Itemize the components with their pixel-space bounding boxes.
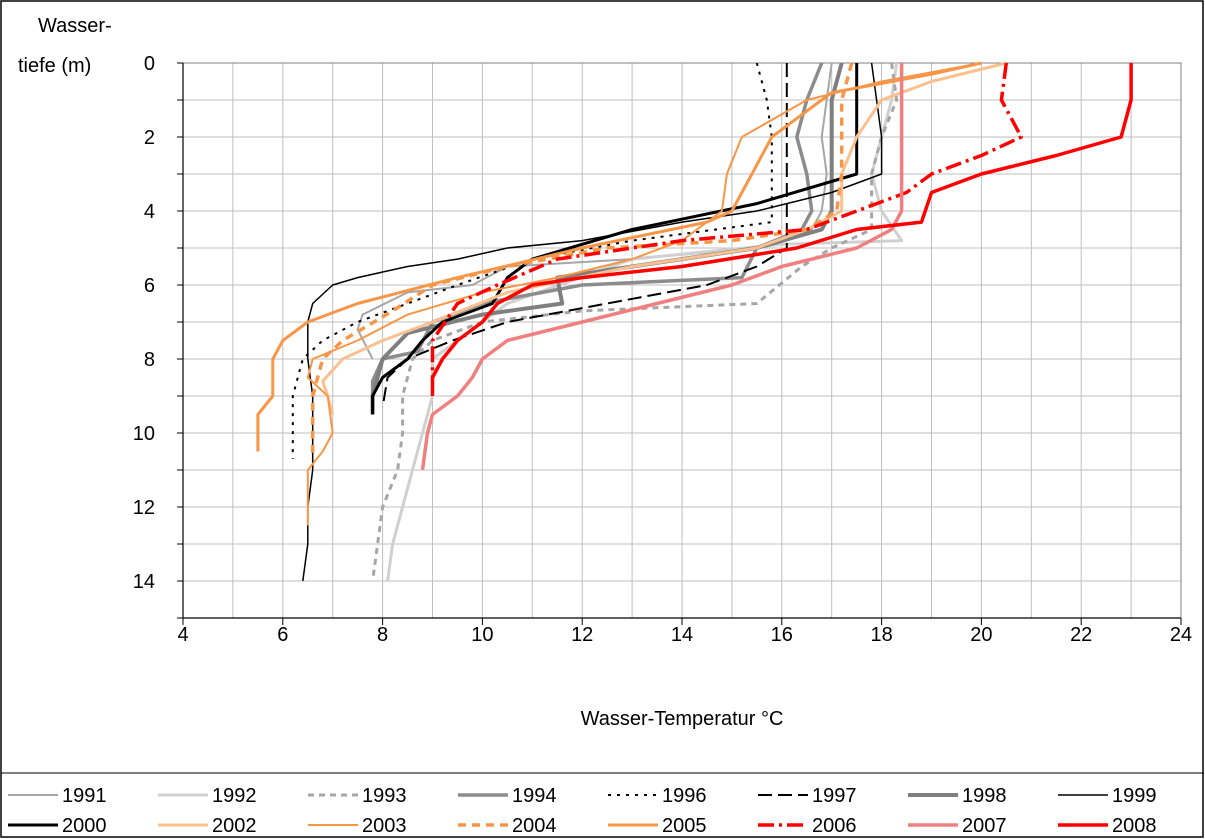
legend-item-2000: 2000 — [8, 815, 107, 837]
y-tick-label: 12 — [133, 497, 155, 519]
legend-item-2007: 2007 — [908, 815, 1007, 837]
y-tick-label: 4 — [144, 201, 155, 223]
legend-item-1998: 1998 — [908, 785, 1007, 807]
legend-label: 1998 — [962, 785, 1007, 807]
legend-label: 1999 — [1112, 785, 1157, 807]
series-line-2006 — [430, 62, 1024, 378]
legend-item-2006: 2006 — [758, 815, 857, 837]
legend-item-1999: 1999 — [1058, 785, 1157, 807]
x-tick-label: 10 — [471, 624, 493, 646]
series-line-1997 — [381, 63, 788, 408]
x-tick-label: 6 — [277, 624, 288, 646]
x-tick-label: 18 — [870, 624, 892, 646]
x-tick-label: 16 — [771, 624, 793, 646]
legend-item-2002: 2002 — [158, 815, 257, 837]
legend-item-2004: 2004 — [458, 815, 557, 837]
legend-item-2005: 2005 — [608, 815, 707, 837]
legend-label: 2008 — [1112, 815, 1157, 837]
legend-label: 2004 — [512, 815, 557, 837]
legend-label: 1992 — [212, 785, 257, 807]
grid — [183, 63, 1181, 618]
series-line-2004 — [310, 62, 854, 459]
legend-label: 2006 — [812, 815, 857, 837]
series-line-1996 — [291, 62, 773, 459]
legend-label: 1997 — [812, 785, 857, 807]
x-tick-label: 24 — [1170, 624, 1192, 646]
legend-label: 1996 — [662, 785, 707, 807]
legend-label: 1994 — [512, 785, 557, 807]
series-line-2000 — [371, 63, 859, 415]
y-tick-label: 14 — [133, 571, 155, 593]
legend-item-1994: 1994 — [458, 785, 557, 807]
legend-label: 2005 — [662, 815, 707, 837]
x-tick-label: 4 — [177, 624, 188, 646]
y-tick-label: 8 — [144, 349, 155, 371]
series-line-2003 — [306, 62, 982, 526]
legend-item-1996: 1996 — [608, 785, 707, 807]
legend-item-1997: 1997 — [758, 785, 857, 807]
legend-item-1993: 1993 — [308, 785, 407, 807]
legend-item-2008: 2008 — [1058, 815, 1157, 837]
legend-label: 2003 — [362, 815, 407, 837]
y-axis-label-line2: tiefe (m) — [18, 55, 91, 77]
legend-item-1991: 1991 — [8, 785, 107, 807]
series-line-2002 — [321, 61, 1007, 415]
legend-label: 2002 — [212, 815, 257, 837]
series-line-2007 — [420, 63, 904, 471]
series-line-2008 — [430, 63, 1133, 396]
legend-label: 2007 — [962, 815, 1007, 837]
x-tick-label: 20 — [970, 624, 992, 646]
y-tick-label: 6 — [144, 275, 155, 297]
x-tick-label: 14 — [671, 624, 693, 646]
series-group — [256, 61, 1133, 582]
y-axis-label-line1: Wasser- — [38, 15, 112, 37]
legend-item-2003: 2003 — [308, 815, 407, 837]
series-line-1993 — [371, 62, 899, 582]
x-tick-label: 22 — [1070, 624, 1092, 646]
series-line-1994 — [370, 62, 824, 415]
legend-label: 1991 — [62, 785, 107, 807]
y-tick-label: 0 — [144, 53, 155, 75]
y-tick-label: 2 — [144, 127, 155, 149]
y-tick-label: 10 — [133, 423, 155, 445]
x-tick-label: 8 — [377, 624, 388, 646]
legend: 1991 1992 1993 1994 1996 1997 1998 1999 2000 2002… — [8, 785, 1157, 837]
series-line-2005 — [256, 61, 982, 452]
x-axis-label: Wasser-Temperatur °C — [581, 708, 784, 730]
legend-item-1992: 1992 — [158, 785, 257, 807]
legend-label: 1993 — [362, 785, 407, 807]
legend-label: 2000 — [62, 815, 107, 837]
x-tick-label: 12 — [571, 624, 593, 646]
